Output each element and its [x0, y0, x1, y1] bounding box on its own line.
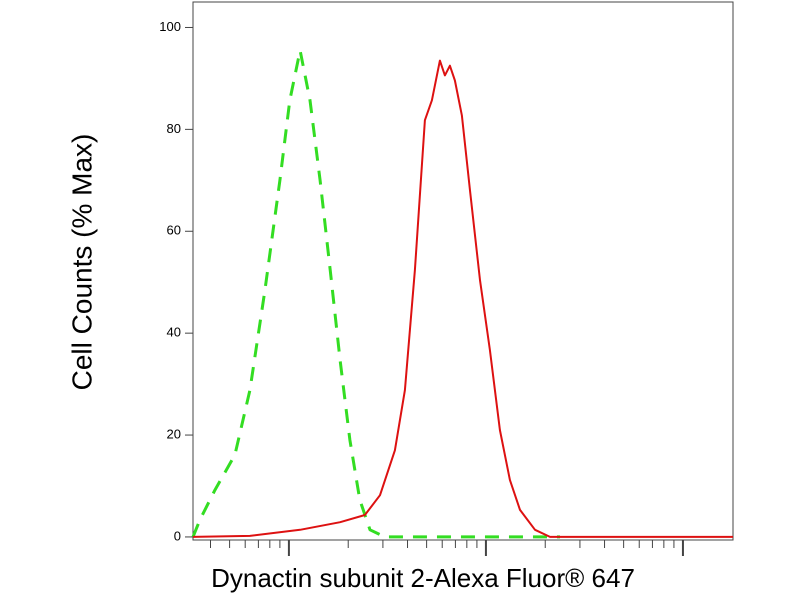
- plot-frame: [192, 1, 734, 541]
- y-tick-label: 80: [167, 121, 181, 136]
- y-tick-label: 40: [167, 325, 181, 340]
- y-tick-label: 0: [174, 528, 181, 543]
- x-axis-label: Dynactin subunit 2-Alexa Fluor® 647: [211, 563, 635, 593]
- y-tick-label: 20: [167, 426, 181, 441]
- y-tick-label: 100: [159, 19, 181, 34]
- y-axis-label: Cell Counts (% Max): [66, 134, 97, 391]
- series-line: [191, 48, 560, 539]
- y-tick-label: 60: [167, 223, 181, 238]
- series-line: [192, 59, 733, 538]
